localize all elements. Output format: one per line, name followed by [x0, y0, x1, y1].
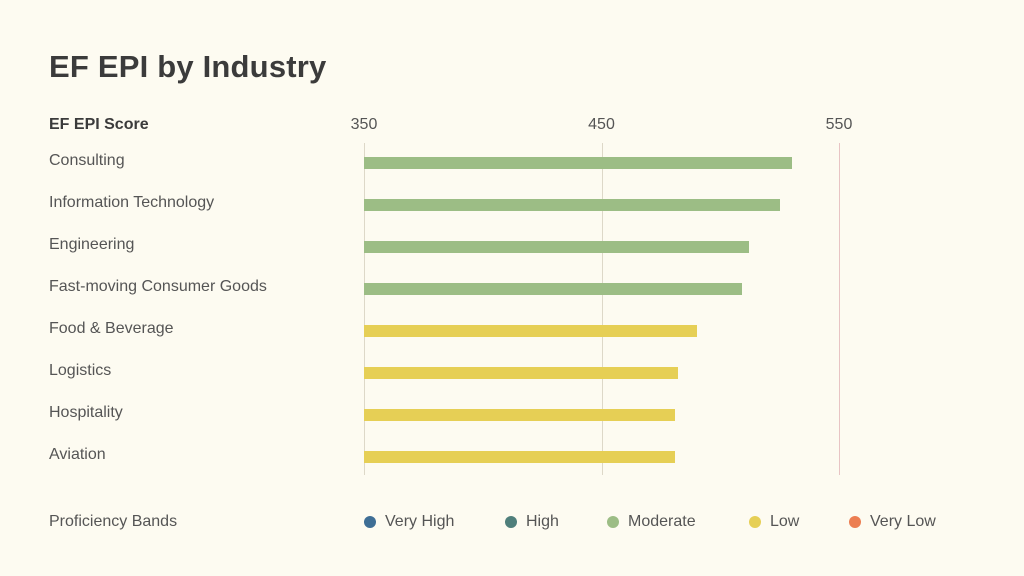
category-label: Engineering — [49, 236, 135, 253]
category-label: Aviation — [49, 446, 106, 463]
bar — [364, 409, 676, 421]
legend-dot-icon — [749, 516, 761, 528]
category-label: Consulting — [49, 152, 125, 169]
x-tick-label: 550 — [825, 116, 853, 133]
legend-label: High — [526, 513, 559, 530]
legend-title: Proficiency Bands — [49, 513, 178, 530]
bar — [364, 283, 742, 295]
legend-label: Very High — [385, 513, 455, 530]
legend-dot-icon — [607, 516, 619, 528]
bar — [364, 157, 792, 169]
legend-dot-icon — [364, 516, 376, 528]
gridline — [364, 143, 365, 475]
legend-item: Very Low — [849, 513, 936, 531]
category-label: Food & Beverage — [49, 320, 174, 337]
legend-dot-icon — [849, 516, 861, 528]
category-label: Hospitality — [49, 404, 123, 421]
chart-title: EF EPI by Industry — [49, 49, 327, 84]
gridline — [839, 143, 840, 475]
bar — [364, 367, 678, 379]
bar — [364, 451, 676, 463]
category-label: Logistics — [49, 362, 112, 379]
gridline — [602, 143, 603, 475]
legend-label: Moderate — [628, 513, 696, 530]
legend-item: High — [505, 513, 559, 531]
legend-dot-icon — [505, 516, 517, 528]
legend-label: Low — [770, 513, 800, 530]
bar — [364, 325, 697, 337]
x-tick-label: 450 — [588, 116, 615, 133]
legend-label: Very Low — [870, 513, 936, 530]
x-tick-label: 350 — [350, 116, 378, 133]
category-label: Information Technology — [49, 194, 215, 211]
bar — [364, 241, 749, 253]
bar — [364, 199, 780, 211]
x-axis-label: EF EPI Score — [49, 116, 149, 133]
legend-item: Low — [749, 513, 799, 531]
category-label: Fast-moving Consumer Goods — [49, 278, 267, 295]
legend-item: Very High — [364, 513, 454, 531]
legend-item: Moderate — [607, 513, 696, 531]
